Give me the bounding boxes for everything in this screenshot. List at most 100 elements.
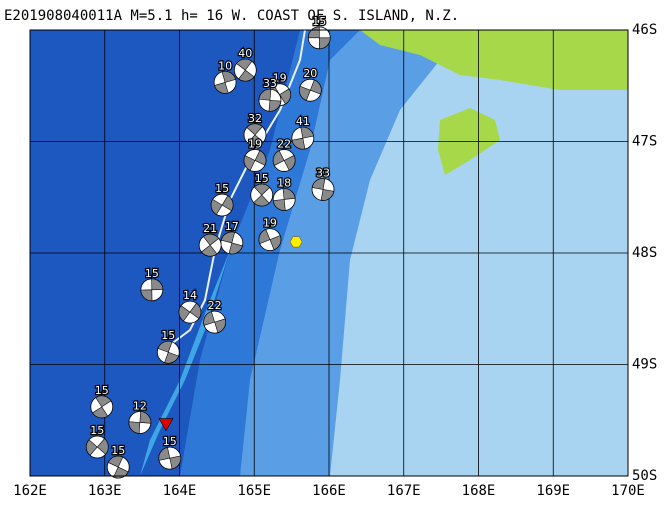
- focal-mechanism: [203, 310, 227, 334]
- depth-label: 22: [277, 137, 291, 150]
- depth-label: 15: [215, 182, 229, 195]
- beachball-quadrant: [169, 455, 182, 470]
- beachball-quadrant: [258, 229, 271, 245]
- y-tick-label: 50S: [632, 468, 657, 484]
- beachball-quadrant: [299, 85, 311, 101]
- beachball-quadrant: [151, 278, 164, 291]
- beachball-quadrant: [96, 438, 109, 455]
- focal-mechanism: [298, 78, 322, 102]
- beachball-quadrant: [128, 421, 141, 434]
- focal-mechanism: [311, 178, 335, 201]
- beachball-quadrant: [279, 88, 291, 105]
- beachball-quadrant: [157, 340, 173, 353]
- beachball-quadrant: [228, 242, 243, 255]
- focal-mechanism: [291, 126, 315, 150]
- beachball-quadrant: [214, 82, 229, 94]
- focal-mechanism: [128, 411, 152, 434]
- depth-label: 12: [133, 399, 147, 412]
- beachball-quadrant: [92, 406, 109, 419]
- depth-label: 33: [263, 77, 277, 90]
- beachball-quadrant: [268, 99, 282, 112]
- focal-mechanism: [307, 26, 331, 50]
- beachball-quadrant: [258, 88, 272, 101]
- depth-label: 32: [248, 112, 262, 125]
- y-tick-label: 49S: [632, 357, 657, 373]
- map-frame: [29, 29, 629, 477]
- focal-mechanism: [243, 123, 267, 147]
- beachball-quadrant: [238, 69, 255, 82]
- focal-mechanism: [213, 71, 237, 94]
- x-tick-label: 170E: [611, 483, 645, 499]
- beachball-quadrant: [282, 188, 296, 200]
- beachball-quadrant: [158, 447, 171, 461]
- depth-label: 19: [248, 137, 262, 150]
- beachball-quadrant: [178, 305, 191, 322]
- depth-label: 10: [218, 59, 232, 72]
- beachball-quadrant: [269, 235, 282, 251]
- depth-label: 20: [303, 67, 317, 80]
- depth-label: 19: [273, 72, 287, 85]
- y-tick-label: 48S: [632, 245, 657, 261]
- depth-label: 15: [255, 172, 269, 185]
- beachball-quadrant: [221, 71, 237, 83]
- x-tick-label: 166E: [312, 483, 346, 499]
- beachball-quadrant: [236, 58, 253, 71]
- beachball-quadrant: [85, 439, 98, 456]
- beachball-quadrant: [201, 244, 218, 257]
- depth-label: 21: [203, 222, 217, 235]
- x-tick-label: 165E: [237, 483, 271, 499]
- depth-label: 15: [145, 267, 159, 280]
- beachball-quadrant: [95, 395, 112, 408]
- beachball-quadrant: [243, 155, 256, 171]
- beachball-quadrant: [253, 194, 270, 207]
- beachball-quadrant: [309, 79, 322, 95]
- focal-mechanism: [220, 231, 244, 255]
- focal-mechanism: [243, 149, 267, 172]
- beachball-quadrant: [220, 231, 236, 244]
- focal-mechanism: [156, 340, 180, 364]
- title: E201908040011A M=5.1 h= 16 W. COAST OF S…: [4, 8, 459, 24]
- focal-mechanism: [258, 88, 282, 112]
- focal-mechanism: [90, 395, 114, 419]
- focal-mechanism: [158, 446, 182, 470]
- focal-mechanism: [272, 149, 296, 172]
- beachball-quadrant: [318, 37, 331, 50]
- beachball-quadrant: [272, 150, 285, 166]
- depth-label: 22: [208, 299, 222, 312]
- x-tick-label: 168E: [462, 483, 496, 499]
- beachball-quadrant: [140, 289, 153, 302]
- beachball-quadrant: [246, 123, 263, 136]
- focal-mechanism: [106, 455, 130, 479]
- depth-label: 33: [316, 166, 330, 179]
- beachball-quadrant: [202, 233, 220, 246]
- focal-mechanism: [250, 183, 274, 207]
- beachball-quadrant: [113, 466, 129, 479]
- beachball-quadrant: [253, 183, 271, 196]
- x-tick-label: 163E: [88, 483, 122, 499]
- focal-mechanism: [272, 188, 296, 211]
- beachball-quadrant: [203, 311, 216, 326]
- beachball-quadrant: [210, 198, 223, 215]
- y-tick-label: 46S: [632, 22, 657, 38]
- focal-mechanism: [178, 300, 202, 324]
- centroid-hexagon: [289, 236, 303, 248]
- beachball-quadrant: [139, 411, 152, 424]
- focal-mechanism: [258, 228, 282, 252]
- focal-mechanism: [140, 278, 164, 302]
- depth-label: 15: [161, 329, 175, 342]
- depth-label: 15: [312, 15, 326, 28]
- focal-mechanism: [85, 435, 109, 459]
- beachball-quadrant: [247, 134, 264, 147]
- beachball-quadrant: [320, 189, 335, 201]
- beachball-quadrant: [283, 155, 296, 171]
- depth-label: 18: [277, 176, 291, 189]
- x-tick-label: 164E: [163, 483, 197, 499]
- epicenter-star: [158, 418, 174, 432]
- depth-label: 15: [95, 384, 109, 397]
- beachball-quadrant: [307, 26, 320, 39]
- beachball-quadrant: [254, 150, 267, 166]
- depth-label: 15: [163, 435, 177, 448]
- beachball-quadrant: [300, 126, 314, 139]
